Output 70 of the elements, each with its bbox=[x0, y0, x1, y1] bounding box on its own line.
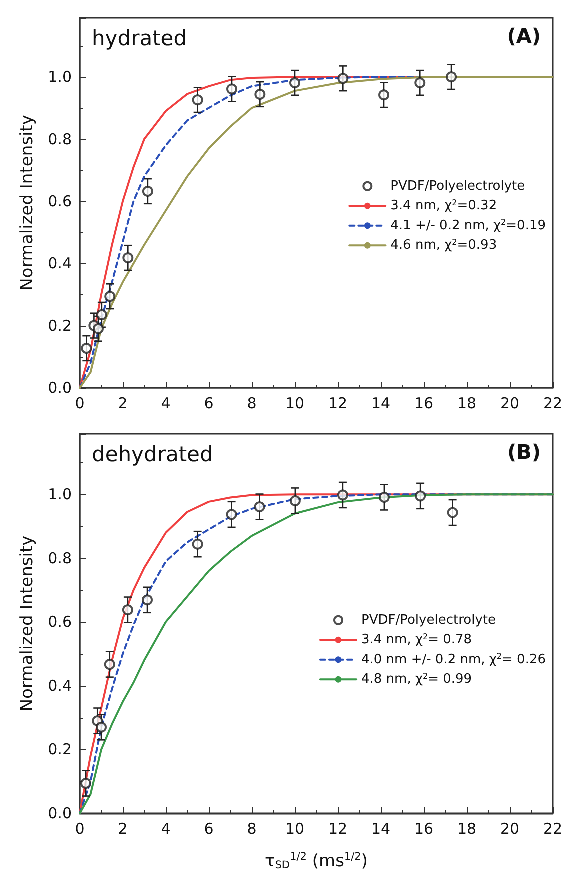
x-tick-label: 6 bbox=[204, 820, 214, 838]
y-tick-label: 0.2 bbox=[48, 316, 72, 335]
y-axis-title: Normalized Intensity bbox=[18, 115, 38, 291]
point bbox=[122, 252, 134, 264]
x-tick-label: 10 bbox=[285, 820, 305, 838]
point bbox=[192, 94, 204, 106]
point bbox=[447, 507, 458, 518]
point bbox=[378, 90, 390, 101]
annotation: hydrated bbox=[92, 26, 188, 50]
y-tick-label: 0.0 bbox=[48, 804, 72, 822]
point bbox=[81, 343, 92, 354]
y-tick-label: 0.4 bbox=[48, 254, 72, 273]
x-tick-label: 8 bbox=[247, 394, 257, 412]
point bbox=[226, 509, 238, 520]
x-tick-label: 16 bbox=[414, 820, 434, 838]
x-tick-label: 4 bbox=[161, 394, 171, 412]
point bbox=[378, 492, 390, 503]
legend-label: PVDF/Polyelectrolyte bbox=[390, 178, 526, 194]
y-tick-label: 0.2 bbox=[48, 740, 72, 759]
y-axis-title: Normalized Intensity bbox=[18, 536, 38, 712]
y-tick-label: 0.4 bbox=[48, 676, 72, 695]
x-tick-label: 20 bbox=[500, 394, 520, 412]
point bbox=[254, 502, 266, 513]
legend-label: PVDF/Polyelectrolyte bbox=[361, 612, 496, 628]
x-tick-label: 2 bbox=[118, 820, 128, 838]
point bbox=[226, 84, 238, 95]
point bbox=[192, 538, 204, 550]
point bbox=[414, 77, 426, 88]
point bbox=[142, 186, 154, 197]
annotation: (A) bbox=[507, 24, 542, 48]
x-tick-label: 14 bbox=[371, 394, 391, 412]
point bbox=[415, 490, 426, 502]
y-tick-label: 0.8 bbox=[48, 130, 72, 148]
point bbox=[80, 778, 92, 790]
point bbox=[446, 72, 458, 83]
y-tick-label: 0.8 bbox=[48, 549, 72, 568]
x-tick-label: 22 bbox=[543, 820, 563, 838]
point bbox=[104, 659, 116, 670]
point bbox=[290, 77, 300, 88]
annotation: dehydrated bbox=[92, 442, 214, 466]
x-tick-label: 20 bbox=[500, 820, 520, 838]
x-tick-label: 0 bbox=[75, 394, 85, 412]
x-tick-label: 2 bbox=[118, 394, 128, 412]
point bbox=[104, 291, 116, 302]
y-tick-label: 0.0 bbox=[48, 379, 72, 397]
point bbox=[122, 604, 134, 616]
point bbox=[93, 323, 104, 334]
y-tick-label: 1.0 bbox=[48, 68, 72, 86]
x-tick-label: 4 bbox=[161, 820, 171, 838]
x-tick-label: 18 bbox=[457, 394, 477, 412]
point bbox=[142, 594, 154, 606]
x-tick-label: 10 bbox=[285, 394, 305, 412]
y-tick-label: 0.6 bbox=[48, 613, 72, 632]
y-tick-label: 0.6 bbox=[48, 192, 72, 210]
x-tick-label: 22 bbox=[543, 394, 563, 412]
point bbox=[337, 490, 348, 501]
x-tick-label: 18 bbox=[457, 820, 477, 838]
point bbox=[290, 495, 301, 506]
x-tick-label: 16 bbox=[414, 394, 434, 412]
y-tick-label: 1.0 bbox=[48, 486, 72, 504]
point bbox=[96, 722, 107, 733]
x-tick-label: 12 bbox=[328, 820, 348, 838]
x-tick-label: 0 bbox=[75, 820, 85, 838]
x-tick-label: 14 bbox=[371, 820, 391, 838]
x-tick-label: 8 bbox=[247, 820, 257, 838]
point bbox=[254, 88, 266, 100]
point bbox=[338, 73, 349, 84]
x-tick-label: 12 bbox=[328, 394, 348, 412]
x-tick-label: 6 bbox=[204, 394, 214, 412]
annotation: (B) bbox=[507, 440, 542, 464]
